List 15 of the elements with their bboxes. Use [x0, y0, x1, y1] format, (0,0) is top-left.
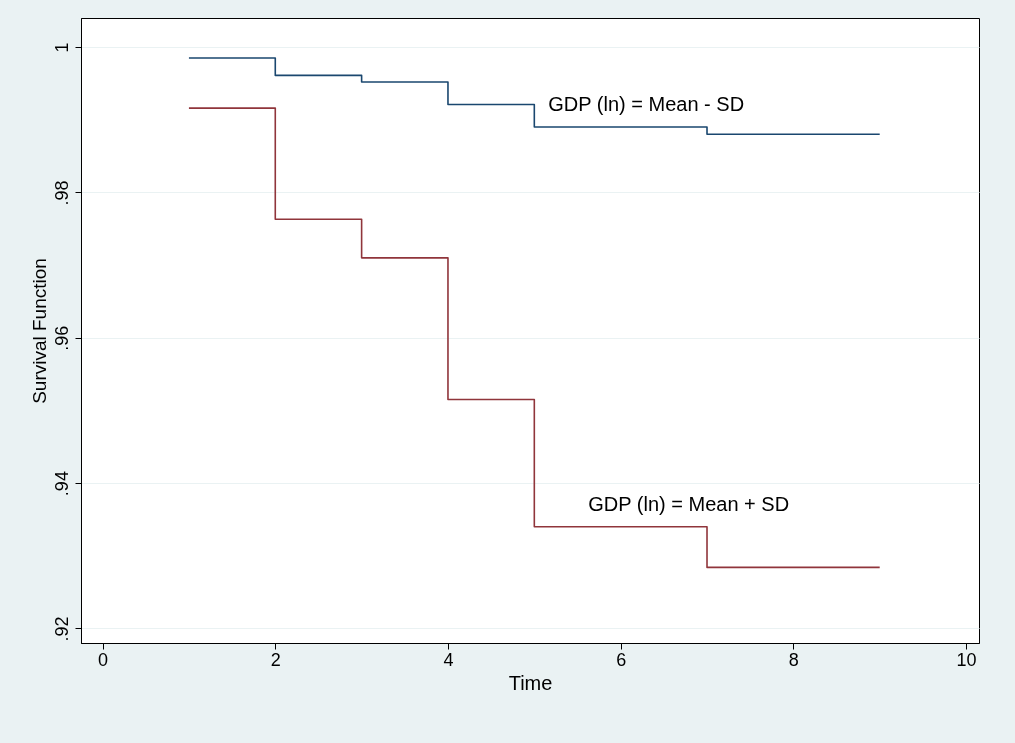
y-axis-title: Survival Function: [28, 258, 50, 404]
series-label: GDP (ln) = Mean + SD: [588, 492, 790, 515]
x-tick-label: 6: [616, 649, 627, 670]
y-tick-label: .92: [51, 616, 72, 642]
y-tick-label: .94: [51, 471, 72, 497]
x-tick-label: 2: [270, 649, 281, 670]
series-label: GDP (ln) = Mean - SD: [548, 93, 745, 116]
x-tick-label: 8: [788, 649, 799, 670]
x-tick-label: 4: [443, 649, 454, 670]
x-axis-title: Time: [508, 671, 553, 694]
y-tick-label: .98: [51, 180, 72, 206]
x-tick-label: 10: [956, 649, 977, 670]
x-tick-label: 0: [98, 649, 109, 670]
y-tick-label: .96: [51, 325, 72, 351]
y-tick-label: 1: [51, 42, 72, 53]
